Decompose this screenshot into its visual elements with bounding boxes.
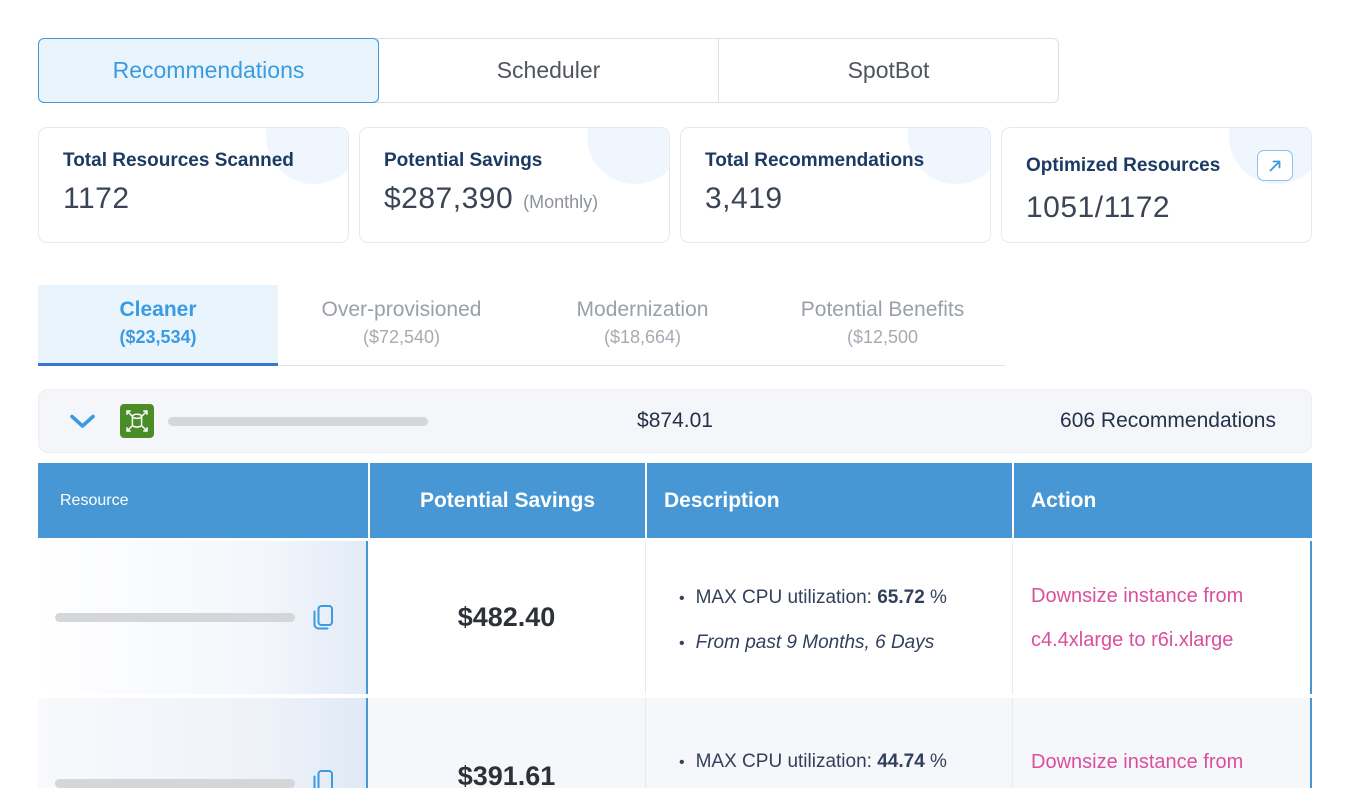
tab-potential-benefits[interactable]: Potential Benefits ($12,500 [760, 285, 1005, 366]
bullet-icon: • [679, 589, 685, 607]
card-value-suffix: (Monthly) [523, 192, 599, 212]
category-tab-amount: ($12,500 [846, 327, 919, 347]
description-line: • MAX CPU utilization: 65.72 % [679, 576, 1012, 621]
group-savings-amount: $874.01 [637, 409, 713, 432]
bullet-icon: • [679, 634, 685, 652]
main-tab-bar: Recommendations Scheduler SpotBot [38, 38, 1059, 103]
category-tab-bar: Cleaner ($23,534) Over-provisioned ($72,… [38, 285, 1350, 366]
card-title: Potential Savings [384, 150, 543, 171]
card-total-recommendations: Total Recommendations 3,419 [680, 127, 991, 243]
ec2-resize-icon [120, 404, 154, 438]
category-tab-label: Cleaner [119, 298, 197, 321]
recommendations-table: Resource Potential Savings Description A… [38, 463, 1312, 788]
category-tab-label: Over-provisioned [321, 298, 482, 321]
card-value: 1051/1172 [1026, 191, 1171, 224]
external-link-button[interactable] [1257, 150, 1293, 181]
tab-recommendations[interactable]: Recommendations [38, 38, 379, 103]
category-tab-amount: ($23,534) [119, 327, 197, 347]
action-link[interactable]: c4.4xlarge to r6i.xlarge [1031, 628, 1234, 651]
collapse-chevron-down-icon[interactable] [69, 414, 96, 429]
copy-icon [313, 604, 333, 629]
card-optimized-resources: Optimized Resources 1051/1172 [1001, 127, 1312, 243]
column-header-description: Description [645, 463, 1012, 538]
description-cell: • MAX CPU utilization: 65.72 % • From pa… [645, 541, 1012, 694]
card-potential-savings: Potential Savings $287,390 (Monthly) [359, 127, 670, 243]
group-recommendation-count: 606 Recommendations [1060, 409, 1276, 432]
recommendation-group-row[interactable]: $874.01 606 Recommendations [38, 389, 1312, 453]
card-title: Total Recommendations [705, 150, 925, 171]
potential-savings-cell: $482.40 [457, 602, 556, 632]
tab-over-provisioned[interactable]: Over-provisioned ($72,540) [278, 285, 525, 366]
card-title: Total Resources Scanned [63, 150, 294, 171]
resource-cell [38, 698, 368, 788]
stat-cards-row: Total Resources Scanned 1172 Potential S… [38, 127, 1312, 243]
potential-savings-cell: $391.61 [457, 761, 556, 788]
action-link[interactable]: Downsize instance from [1031, 584, 1244, 607]
card-value: 1172 [63, 182, 130, 215]
bullet-icon: • [679, 754, 685, 771]
card-total-resources-scanned: Total Resources Scanned 1172 [38, 127, 349, 243]
action-cell: Downsize instance from [1012, 698, 1312, 788]
tab-scheduler[interactable]: Scheduler [378, 39, 718, 102]
redacted-resource-name [55, 778, 295, 788]
copy-icon [313, 770, 333, 788]
tab-cleaner[interactable]: Cleaner ($23,534) [38, 285, 278, 366]
external-link-icon [1269, 160, 1281, 171]
column-header-potential-savings: Potential Savings [368, 463, 645, 538]
dashboard-page: Recommendations Scheduler SpotBot Total … [0, 38, 1350, 788]
table-row: $482.40 • MAX CPU utilization: 65.72 % •… [38, 541, 1312, 694]
card-value: 3,419 [705, 182, 783, 215]
copy-button[interactable] [308, 768, 336, 788]
description-line: • From past 9 Months, 6 Days [679, 621, 1012, 666]
description-cell: • MAX CPU utilization: 44.74 % [645, 698, 1012, 788]
copy-button[interactable] [308, 603, 336, 633]
column-header-resource: Resource [60, 491, 129, 509]
category-tab-label: Modernization [576, 298, 709, 321]
category-tab-amount: ($18,664) [603, 327, 682, 347]
card-value: $287,390 [384, 182, 514, 215]
description-line: • MAX CPU utilization: 44.74 % [679, 740, 1012, 785]
action-link[interactable]: Downsize instance from [1031, 751, 1244, 773]
table-row: $391.61 • MAX CPU utilization: 44.74 % D… [38, 698, 1312, 788]
category-tab-label: Potential Benefits [800, 298, 965, 321]
resource-cell [38, 541, 368, 694]
table-header-row: Resource Potential Savings Description A… [38, 463, 1312, 538]
redacted-resource-group-name [168, 416, 428, 426]
column-header-action: Action [1012, 463, 1312, 538]
tab-spotbot[interactable]: SpotBot [718, 39, 1058, 102]
redacted-resource-name [55, 613, 295, 622]
category-tab-amount: ($72,540) [362, 327, 441, 347]
tab-modernization[interactable]: Modernization ($18,664) [525, 285, 760, 366]
card-title: Optimized Resources [1026, 154, 1221, 176]
action-cell: Downsize instance from c4.4xlarge to r6i… [1012, 541, 1312, 694]
